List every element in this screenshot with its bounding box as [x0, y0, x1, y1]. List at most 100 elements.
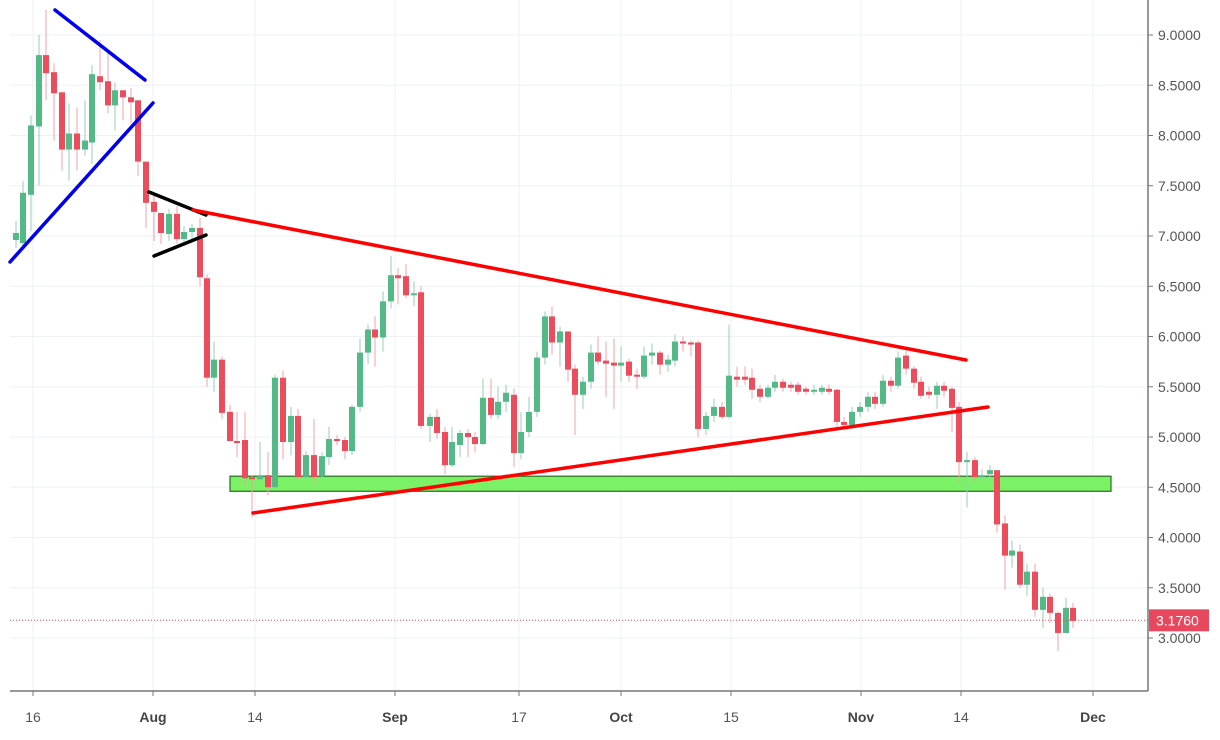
candle-body: [311, 455, 317, 478]
candle-down: [219, 356, 225, 419]
candle-body: [295, 415, 301, 478]
black-trendline[interactable]: [152, 233, 208, 258]
candle-body: [680, 341, 686, 344]
candle-down: [695, 340, 701, 437]
candle-down: [688, 340, 694, 357]
candle-down: [603, 341, 609, 397]
candle-body: [1070, 607, 1076, 621]
candle-body: [365, 329, 371, 353]
candle-body: [280, 377, 286, 443]
candle-down: [334, 434, 340, 446]
candle-up: [303, 451, 309, 480]
candle-body: [105, 81, 111, 106]
candle-body: [641, 355, 647, 377]
candle-body: [480, 397, 486, 445]
red-trendline[interactable]: [191, 208, 968, 362]
candle-up: [319, 452, 325, 480]
candle-body: [128, 97, 134, 103]
candle-body: [803, 388, 809, 392]
candle-body: [765, 387, 771, 397]
candle-down: [158, 212, 164, 245]
blue-trendline[interactable]: [8, 101, 155, 264]
candle-up: [20, 180, 26, 247]
candle-down: [472, 431, 478, 453]
candle-body: [158, 212, 164, 233]
candle-up: [112, 82, 118, 131]
candle-body: [257, 475, 263, 480]
chart-axes: [10, 0, 1149, 692]
blue-trendline[interactable]: [53, 8, 147, 82]
candle-up: [765, 384, 771, 399]
candle-down: [956, 401, 962, 483]
candle-body: [742, 376, 748, 380]
candle-up: [66, 103, 72, 181]
candle-up: [979, 469, 985, 483]
last-price-tag-background: [1149, 609, 1209, 632]
candle-body: [211, 359, 217, 378]
time-axis[interactable]: 16 Aug 14 Sep 17 Oct 15 Nov 14 Dec: [25, 691, 1106, 725]
candle-body: [503, 392, 509, 402]
candle-down: [395, 268, 401, 305]
candle-body: [495, 401, 501, 415]
candle-body: [634, 374, 640, 377]
candle-body: [665, 359, 671, 365]
candle-down: [120, 90, 126, 121]
support-zone-box[interactable]: [229, 475, 1112, 492]
candle-down: [135, 100, 141, 176]
last-price-tag: 3.1760: [1149, 609, 1209, 632]
trendline-drawings[interactable]: [8, 8, 990, 515]
x-tick-label: 14: [247, 709, 263, 725]
candle-up: [388, 256, 394, 309]
candle-body: [388, 275, 394, 302]
candle-body: [97, 76, 103, 83]
support-zone-rectangle[interactable]: [229, 475, 1112, 492]
candle-down: [204, 274, 210, 387]
candle-down: [611, 338, 617, 409]
price-axis[interactable]: 9.0000 8.5000 8.0000 7.5000 7.0000 6.5000 6.00…: [1148, 27, 1201, 646]
candle-body: [418, 292, 424, 426]
candle-body: [518, 431, 524, 454]
y-tick-label: 7.5000: [1158, 178, 1201, 194]
candle-body: [66, 133, 72, 150]
candle-body: [834, 389, 840, 422]
candle-down: [572, 364, 578, 435]
x-tick-label: 17: [511, 709, 527, 725]
candle-body: [43, 55, 49, 74]
candle-up: [365, 324, 371, 364]
candle-down: [719, 401, 725, 419]
candle-body: [166, 213, 172, 234]
candle-body: [964, 460, 970, 463]
candle-down: [742, 366, 748, 385]
candle-up: [1040, 587, 1046, 628]
x-tick-label: Dec: [1080, 709, 1106, 725]
candle-body: [449, 442, 455, 466]
candle-body: [272, 377, 278, 488]
candle-body: [849, 411, 855, 425]
candle-down: [43, 9, 49, 101]
candle-body: [434, 416, 440, 433]
candle-up: [964, 452, 970, 508]
candle-up: [987, 465, 993, 480]
candle-up: [649, 343, 655, 365]
candle-down: [795, 381, 801, 395]
candle-body: [457, 432, 463, 446]
candle-up: [518, 411, 524, 460]
candle-body: [288, 415, 294, 443]
candle-down: [780, 378, 786, 392]
candle-down: [342, 437, 348, 460]
x-tick-label: 14: [953, 709, 969, 725]
candle-down: [465, 428, 471, 458]
y-tick-label: 5.0000: [1158, 429, 1201, 445]
candle-down: [227, 404, 233, 443]
candle-down: [197, 217, 203, 287]
candle-up: [588, 344, 594, 389]
candle-body: [189, 227, 195, 232]
candle-down: [595, 336, 601, 365]
candle-body: [918, 381, 924, 396]
candle-up: [166, 208, 172, 242]
candle-down: [911, 366, 917, 389]
red-trendline[interactable]: [251, 405, 990, 515]
candle-down: [1002, 515, 1008, 590]
